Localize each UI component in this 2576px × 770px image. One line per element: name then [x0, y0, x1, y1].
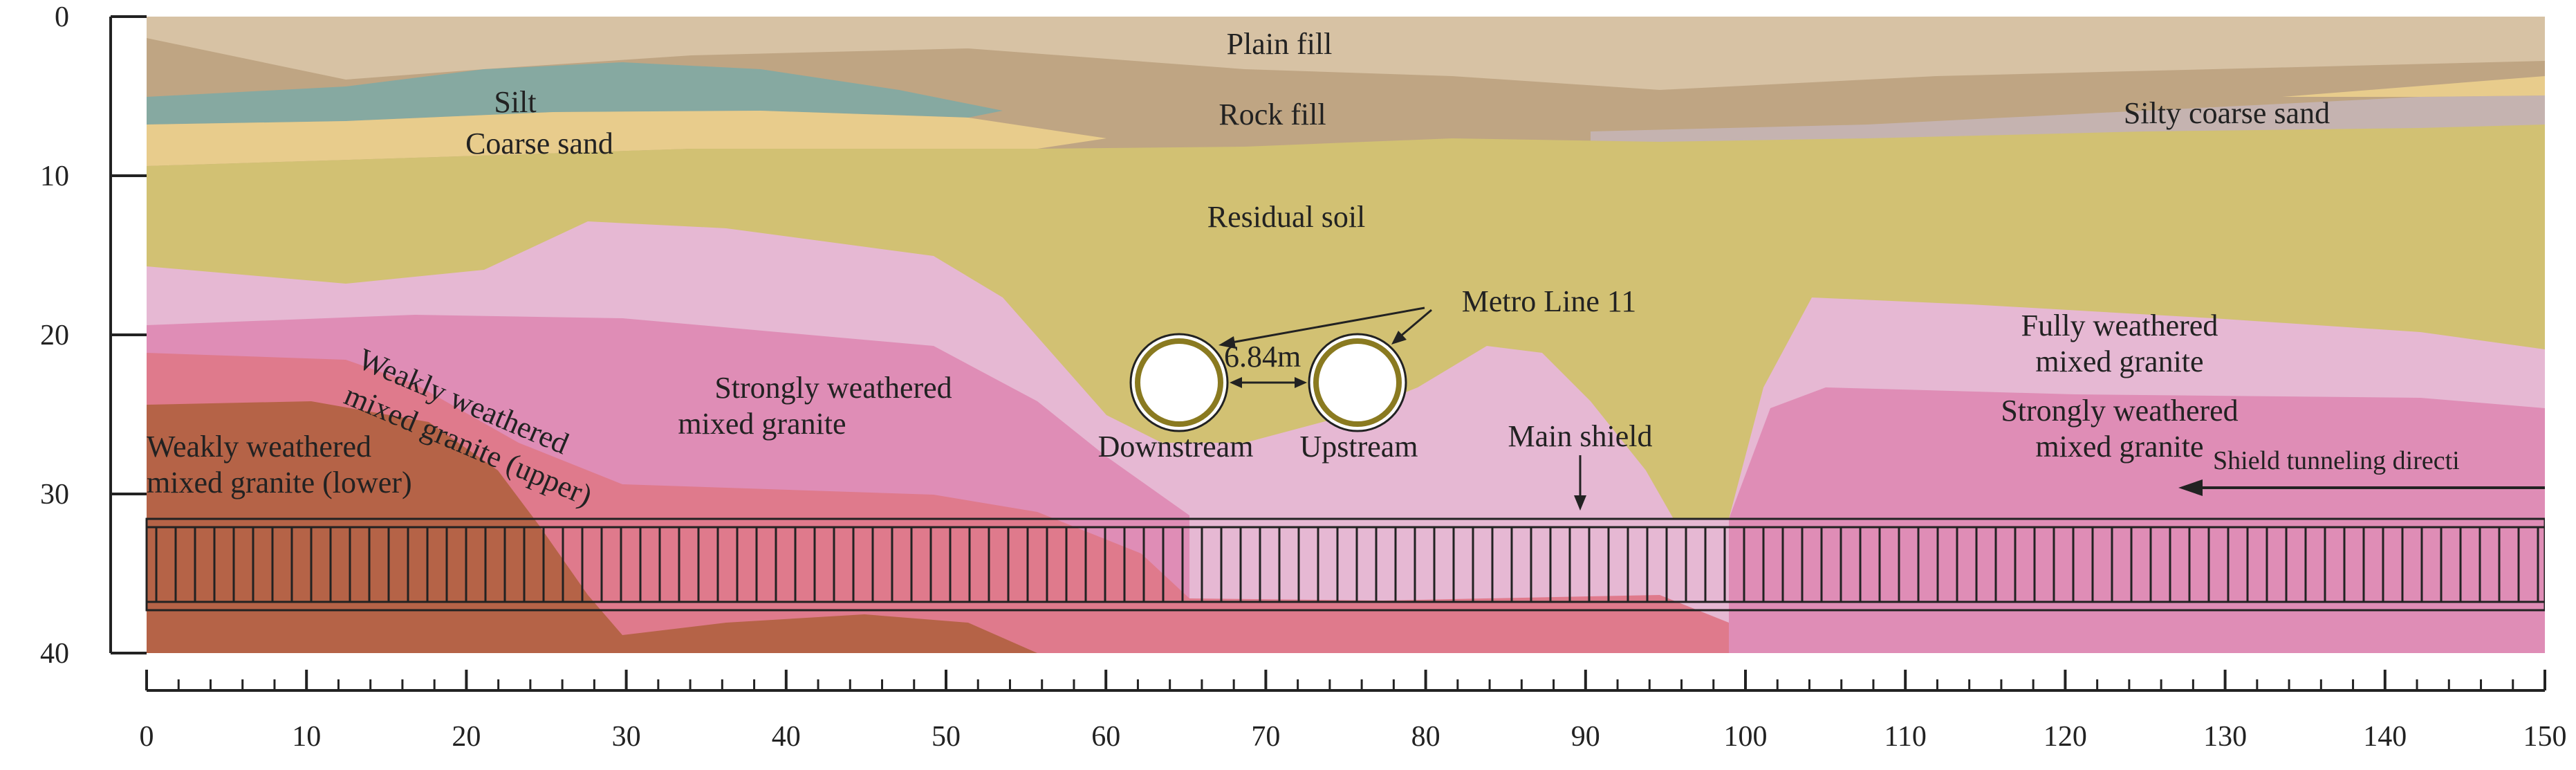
metro-leader-left [1223, 306, 1425, 345]
distance-tick-label: 120 [2044, 721, 2087, 753]
depth-tick-label: 30 [40, 479, 69, 511]
direction-arrowhead [2178, 479, 2203, 496]
annotation-labels: Metro Line 11 6.84m Downstream Upstream … [1098, 284, 2460, 475]
tunnel-rings [155, 527, 2539, 602]
strongly-weathered-left-label-line1: Strongly weathered [714, 371, 952, 405]
metro-line-label: Metro Line 11 [1462, 284, 1637, 318]
spacing-arrowhead-left [1230, 377, 1242, 388]
depth-tick-label: 20 [40, 320, 69, 351]
upstream-tunnel [1308, 333, 1407, 432]
shield-direction-arrow [2178, 479, 2545, 496]
distance-tick-label: 90 [1571, 721, 1600, 753]
metro-leader-left-head [1218, 336, 1236, 349]
depth-tick-label: 40 [40, 638, 69, 670]
silt-layer [147, 62, 1003, 125]
distance-tick-label: 140 [2363, 721, 2407, 753]
distance-tick-label: 40 [772, 721, 801, 753]
spacing-arrowhead-right [1295, 377, 1307, 388]
distance-tick-label: 10 [292, 721, 321, 753]
downstream-label: Downstream [1098, 430, 1254, 464]
strongly-weathered-right-label-line2: mixed granite [2035, 430, 2203, 464]
metro-leader-right-head [1391, 331, 1407, 345]
plain-fill-label: Plain fill [1227, 27, 1333, 61]
distance-tick-label: 60 [1091, 721, 1120, 753]
silt-label: Silt [494, 85, 536, 119]
fully-weathered-label-line2: mixed granite [2035, 345, 2203, 378]
depth-tick-label: 0 [55, 1, 69, 33]
depth-axis: 0 10 20 30 40 [40, 1, 147, 670]
residual-soil-label: Residual soil [1207, 200, 1366, 234]
rock-fill-label: Rock fill [1218, 98, 1326, 131]
main-shield-arrowhead [1574, 495, 1586, 511]
distance-tick-label: 150 [2523, 721, 2567, 753]
right-margin-mask [2545, 0, 2576, 664]
depth-tick-label: 10 [40, 161, 69, 192]
main-shield-label: Main shield [1508, 419, 1653, 453]
strongly-weathered-left-label-line2: mixed granite [678, 407, 846, 441]
coarse-sand-right-layer [2282, 76, 2545, 97]
downstream-tunnel-lining [1135, 338, 1223, 427]
coarse-sand-layer [147, 111, 1106, 166]
upstream-tunnel-lining [1313, 338, 1402, 427]
distance-tick-label: 130 [2203, 721, 2247, 753]
distance-tick-label: 70 [1251, 721, 1280, 753]
coarse-sand-label: Coarse sand [465, 127, 613, 161]
distance-tick-label: 80 [1411, 721, 1440, 753]
spacing-label: 6.84m [1224, 340, 1301, 374]
upstream-label: Upstream [1299, 430, 1418, 464]
distance-tick-label: 50 [932, 721, 961, 753]
distance-tick-label: 0 [140, 721, 154, 753]
weakly-weathered-lower-label-line1: Weakly weathered [147, 430, 371, 464]
silty-coarse-sand-label: Silty coarse sand [2124, 96, 2330, 130]
strongly-weathered-right-layer [1729, 387, 2545, 653]
distance-tick-label: 100 [1724, 721, 1768, 753]
twin-tunnels [1129, 306, 1432, 432]
main-shield-pointer [1574, 455, 1586, 511]
strongly-weathered-right-label-line1: Strongly weathered [2001, 394, 2238, 428]
distance-tick-label: 20 [452, 721, 481, 753]
distance-axis: 0 10 20 30 40 50 60 70 80 90 100 110 120 130 140 150 [140, 670, 2567, 753]
fully-weathered-label-line1: Fully weathered [2021, 309, 2218, 342]
downstream-tunnel [1129, 333, 1229, 432]
shield-tunnel-strip [145, 517, 2546, 612]
distance-tick-label: 30 [612, 721, 641, 753]
strata [147, 17, 2545, 653]
shield-direction-label: Shield tunneling directi [2213, 446, 2460, 475]
weakly-weathered-lower-label-line2: mixed granite (lower) [147, 466, 412, 499]
distance-tick-label: 110 [1884, 721, 1926, 753]
